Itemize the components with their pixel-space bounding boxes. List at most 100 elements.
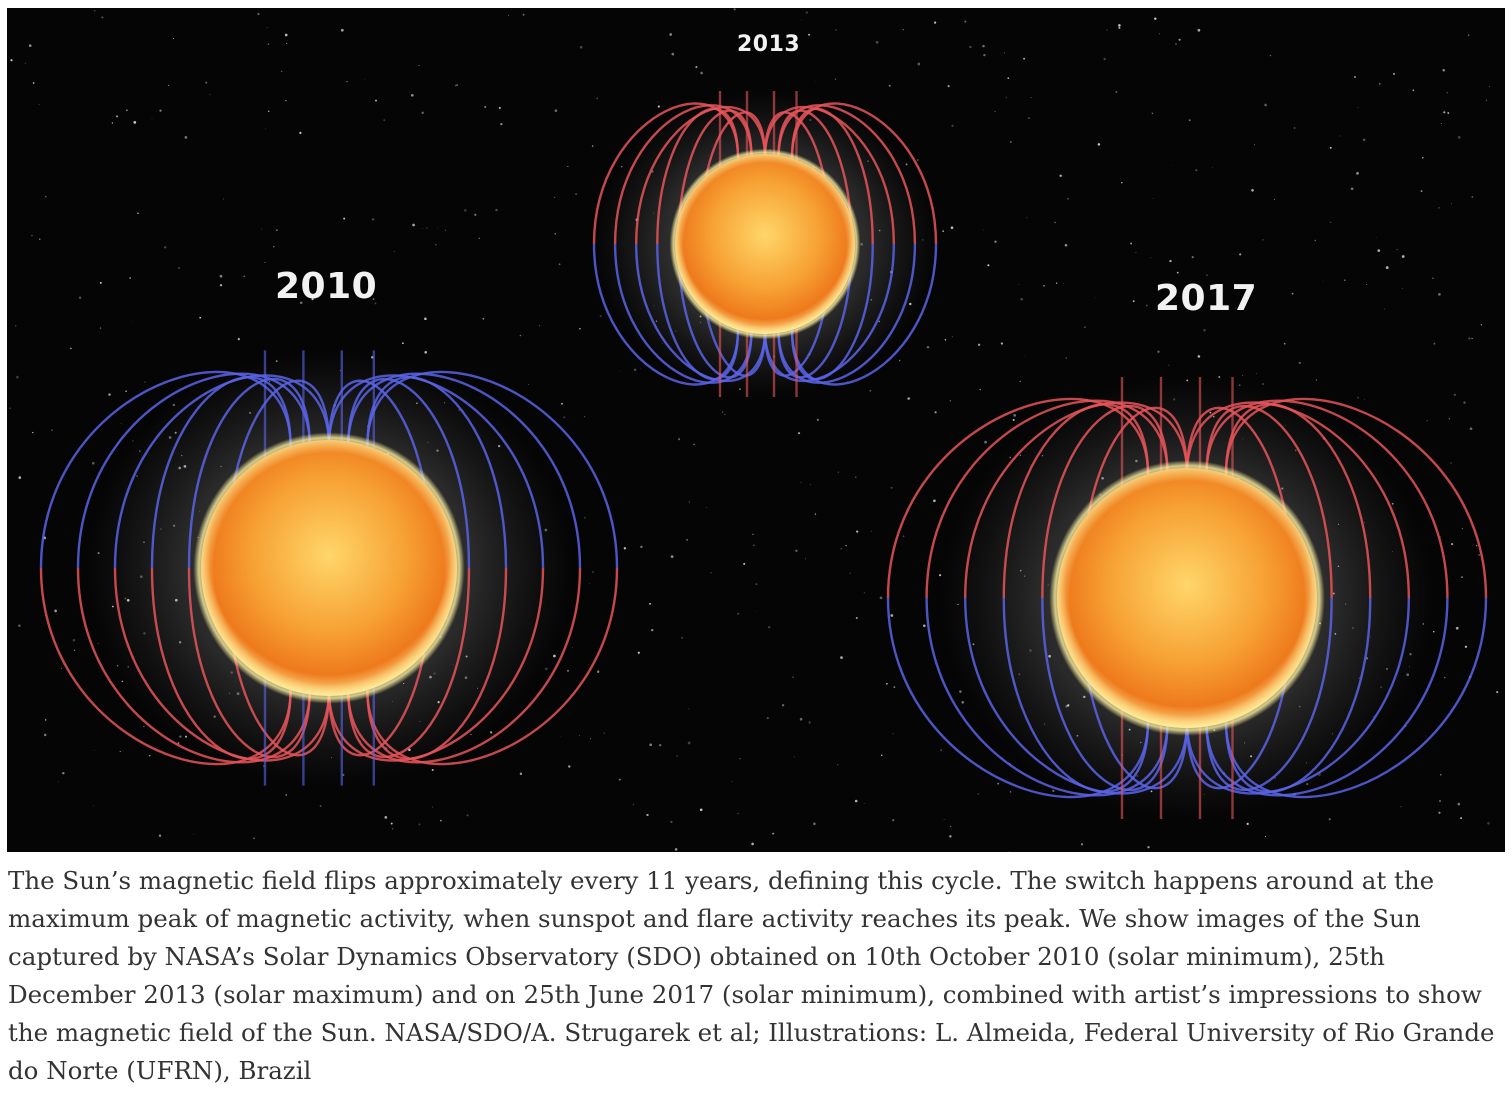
star xyxy=(655,488,657,490)
year-label-2013: 2013 xyxy=(737,32,801,57)
field-line-upper xyxy=(925,399,1169,599)
star xyxy=(1094,297,1096,299)
star xyxy=(1433,342,1436,345)
star xyxy=(1239,253,1242,256)
field-line-lower xyxy=(777,243,917,384)
star xyxy=(1145,304,1148,307)
star xyxy=(969,45,972,49)
star xyxy=(688,501,690,503)
star xyxy=(133,121,137,124)
star xyxy=(60,667,62,669)
star xyxy=(835,29,837,31)
star xyxy=(299,301,303,305)
field-line-lower xyxy=(925,597,1169,797)
star xyxy=(982,229,984,231)
star xyxy=(1172,165,1174,166)
star xyxy=(898,359,901,362)
star xyxy=(640,545,643,549)
star xyxy=(539,325,541,327)
star xyxy=(1396,248,1398,251)
star xyxy=(983,53,986,57)
star xyxy=(923,624,926,628)
star xyxy=(805,11,809,14)
star xyxy=(31,234,33,237)
star xyxy=(177,266,181,270)
star xyxy=(554,233,556,235)
star xyxy=(1467,34,1470,36)
star xyxy=(1357,396,1360,399)
star xyxy=(1444,676,1446,679)
field-line-upper xyxy=(634,105,767,245)
star xyxy=(1026,217,1028,219)
star xyxy=(1064,243,1068,247)
star xyxy=(800,481,802,483)
star xyxy=(1426,420,1428,422)
star xyxy=(659,744,662,747)
star xyxy=(144,381,146,383)
star xyxy=(731,780,733,782)
star xyxy=(1377,249,1381,252)
field-line-upper xyxy=(1205,399,1449,599)
star xyxy=(795,549,798,552)
field-line-lower xyxy=(613,243,753,384)
star xyxy=(522,13,525,16)
star xyxy=(1463,401,1466,404)
star xyxy=(584,416,586,418)
star xyxy=(849,572,851,575)
star xyxy=(863,592,865,594)
star xyxy=(599,315,602,318)
field-line-upper xyxy=(777,104,917,245)
star xyxy=(62,771,65,775)
star xyxy=(374,302,377,305)
star xyxy=(319,804,322,807)
star xyxy=(267,110,270,113)
star xyxy=(733,8,736,11)
star xyxy=(111,122,114,124)
figure-caption: The Sun’s magnetic field flips approxima… xyxy=(8,866,1495,1085)
star xyxy=(710,572,712,574)
star xyxy=(951,124,954,128)
star xyxy=(1457,135,1461,139)
star xyxy=(1393,72,1395,75)
star xyxy=(464,209,467,212)
star xyxy=(584,517,586,519)
star xyxy=(1063,283,1064,285)
star xyxy=(94,10,96,12)
star xyxy=(1065,357,1067,359)
star xyxy=(693,443,695,445)
star xyxy=(1269,54,1272,57)
star xyxy=(939,574,942,577)
star xyxy=(1152,197,1154,199)
star xyxy=(418,65,420,66)
star xyxy=(108,393,111,396)
star xyxy=(466,814,469,817)
field-line-lower xyxy=(763,243,896,383)
star xyxy=(1003,52,1005,54)
star xyxy=(1475,544,1478,547)
star xyxy=(940,749,942,751)
star xyxy=(676,755,678,757)
star xyxy=(994,240,997,243)
star xyxy=(777,42,778,44)
star xyxy=(875,40,879,44)
star xyxy=(482,317,485,320)
star xyxy=(837,764,839,766)
star xyxy=(579,45,583,49)
star xyxy=(907,397,910,400)
star xyxy=(1191,256,1194,259)
star xyxy=(253,837,255,840)
star xyxy=(1059,174,1062,178)
star xyxy=(1438,206,1440,209)
star xyxy=(1168,364,1170,366)
star xyxy=(1400,806,1402,808)
star xyxy=(1401,255,1405,258)
star xyxy=(893,686,896,689)
star xyxy=(24,62,26,64)
field-line-upper xyxy=(886,397,1150,599)
field-line-lower xyxy=(76,567,311,764)
star xyxy=(1468,337,1471,340)
star xyxy=(870,530,872,532)
star xyxy=(949,400,952,402)
star xyxy=(949,835,952,838)
star xyxy=(94,749,95,751)
